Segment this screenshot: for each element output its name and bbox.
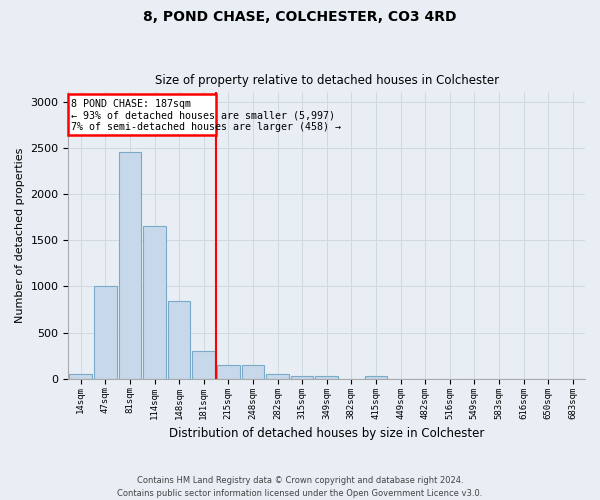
Bar bbox=[217, 365, 239, 379]
Bar bbox=[365, 376, 387, 379]
Bar bbox=[143, 226, 166, 379]
Bar bbox=[70, 374, 92, 379]
Title: Size of property relative to detached houses in Colchester: Size of property relative to detached ho… bbox=[155, 74, 499, 87]
Text: ← 93% of detached houses are smaller (5,997): ← 93% of detached houses are smaller (5,… bbox=[71, 110, 335, 120]
Text: Contains HM Land Registry data © Crown copyright and database right 2024.
Contai: Contains HM Land Registry data © Crown c… bbox=[118, 476, 482, 498]
Bar bbox=[94, 286, 116, 379]
Bar bbox=[316, 376, 338, 379]
FancyBboxPatch shape bbox=[68, 94, 216, 135]
Bar bbox=[119, 152, 141, 379]
Bar bbox=[193, 351, 215, 379]
Text: 8, POND CHASE, COLCHESTER, CO3 4RD: 8, POND CHASE, COLCHESTER, CO3 4RD bbox=[143, 10, 457, 24]
Y-axis label: Number of detached properties: Number of detached properties bbox=[15, 148, 25, 323]
Text: 8 POND CHASE: 187sqm: 8 POND CHASE: 187sqm bbox=[71, 99, 191, 109]
X-axis label: Distribution of detached houses by size in Colchester: Distribution of detached houses by size … bbox=[169, 427, 484, 440]
Bar bbox=[266, 374, 289, 379]
Bar bbox=[291, 376, 313, 379]
Bar bbox=[168, 300, 190, 379]
Bar bbox=[242, 365, 264, 379]
Text: 7% of semi-detached houses are larger (458) →: 7% of semi-detached houses are larger (4… bbox=[71, 122, 341, 132]
